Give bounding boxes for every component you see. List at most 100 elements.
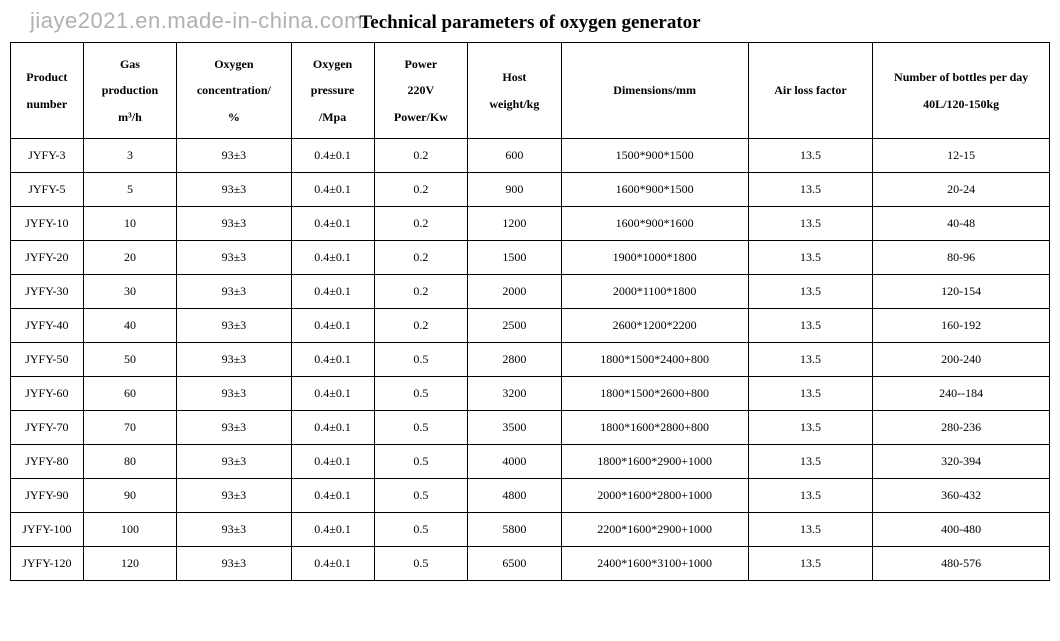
table-cell: JYFY-70 — [11, 411, 84, 445]
table-cell: 90 — [83, 479, 177, 513]
page-container: Technical parameters of oxygen generator… — [0, 0, 1060, 589]
table-cell: 0.2 — [374, 207, 468, 241]
column-header: Gasproductionm³/h — [83, 43, 177, 139]
table-cell: 1200 — [468, 207, 562, 241]
table-cell: 13.5 — [748, 445, 873, 479]
table-cell: 30 — [83, 275, 177, 309]
column-header: Number of bottles per day40L/120-150kg — [873, 43, 1050, 139]
table-cell: 3500 — [468, 411, 562, 445]
table-cell: 0.2 — [374, 309, 468, 343]
table-cell: 93±3 — [177, 139, 291, 173]
table-cell: 1500 — [468, 241, 562, 275]
column-header: Dimensions/mm — [561, 43, 748, 139]
table-cell: 600 — [468, 139, 562, 173]
table-cell: 13.5 — [748, 139, 873, 173]
table-cell: 4000 — [468, 445, 562, 479]
table-cell: 0.4±0.1 — [291, 445, 374, 479]
column-header: Oxygenpressure/Mpa — [291, 43, 374, 139]
table-cell: 2000*1600*2800+1000 — [561, 479, 748, 513]
table-cell: 0.4±0.1 — [291, 411, 374, 445]
table-cell: JYFY-50 — [11, 343, 84, 377]
table-cell: 5800 — [468, 513, 562, 547]
table-cell: 2800 — [468, 343, 562, 377]
table-cell: JYFY-80 — [11, 445, 84, 479]
table-cell: 3200 — [468, 377, 562, 411]
column-header: Power220VPower/Kw — [374, 43, 468, 139]
column-header: Hostweight/kg — [468, 43, 562, 139]
table-row: JYFY-101093±30.4±0.10.212001600*900*1600… — [11, 207, 1050, 241]
table-row: JYFY-10010093±30.4±0.10.558002200*1600*2… — [11, 513, 1050, 547]
table-cell: 200-240 — [873, 343, 1050, 377]
table-cell: 80 — [83, 445, 177, 479]
table-cell: 13.5 — [748, 207, 873, 241]
table-cell: JYFY-5 — [11, 173, 84, 207]
table-cell: 1800*1600*2900+1000 — [561, 445, 748, 479]
table-cell: 3 — [83, 139, 177, 173]
table-cell: 120-154 — [873, 275, 1050, 309]
table-cell: 13.5 — [748, 411, 873, 445]
table-cell: 0.5 — [374, 547, 468, 581]
table-cell: JYFY-120 — [11, 547, 84, 581]
table-cell: 360-432 — [873, 479, 1050, 513]
table-cell: 0.5 — [374, 513, 468, 547]
table-cell: JYFY-40 — [11, 309, 84, 343]
table-row: JYFY-303093±30.4±0.10.220002000*1100*180… — [11, 275, 1050, 309]
table-cell: 1900*1000*1800 — [561, 241, 748, 275]
table-row: JYFY-909093±30.4±0.10.548002000*1600*280… — [11, 479, 1050, 513]
table-cell: 93±3 — [177, 309, 291, 343]
table-cell: 1800*1500*2400+800 — [561, 343, 748, 377]
table-cell: 480-576 — [873, 547, 1050, 581]
table-cell: 20 — [83, 241, 177, 275]
table-cell: 93±3 — [177, 207, 291, 241]
table-cell: 13.5 — [748, 479, 873, 513]
table-row: JYFY-505093±30.4±0.10.528001800*1500*240… — [11, 343, 1050, 377]
table-cell: 13.5 — [748, 547, 873, 581]
table-row: JYFY-5593±30.4±0.10.29001600*900*150013.… — [11, 173, 1050, 207]
table-cell: 0.4±0.1 — [291, 275, 374, 309]
table-cell: 12-15 — [873, 139, 1050, 173]
table-cell: JYFY-90 — [11, 479, 84, 513]
page-title: Technical parameters of oxygen generator — [10, 8, 1050, 42]
table-row: JYFY-808093±30.4±0.10.540001800*1600*290… — [11, 445, 1050, 479]
table-cell: 13.5 — [748, 241, 873, 275]
table-cell: 2000*1100*1800 — [561, 275, 748, 309]
table-cell: 160-192 — [873, 309, 1050, 343]
table-cell: 93±3 — [177, 173, 291, 207]
spec-table: ProductnumberGasproductionm³/hOxygenconc… — [10, 42, 1050, 581]
table-cell: 0.4±0.1 — [291, 139, 374, 173]
table-cell: 100 — [83, 513, 177, 547]
column-header: Air loss factor — [748, 43, 873, 139]
table-cell: 2500 — [468, 309, 562, 343]
table-cell: 13.5 — [748, 377, 873, 411]
table-cell: 0.4±0.1 — [291, 343, 374, 377]
table-row: JYFY-12012093±30.4±0.10.565002400*1600*3… — [11, 547, 1050, 581]
table-cell: 2400*1600*3100+1000 — [561, 547, 748, 581]
table-cell: JYFY-3 — [11, 139, 84, 173]
table-cell: 70 — [83, 411, 177, 445]
table-cell: 0.5 — [374, 479, 468, 513]
table-cell: 900 — [468, 173, 562, 207]
table-cell: 0.4±0.1 — [291, 377, 374, 411]
table-cell: 40 — [83, 309, 177, 343]
table-cell: 93±3 — [177, 377, 291, 411]
table-cell: 0.5 — [374, 411, 468, 445]
table-row: JYFY-707093±30.4±0.10.535001800*1600*280… — [11, 411, 1050, 445]
table-cell: JYFY-100 — [11, 513, 84, 547]
table-cell: 13.5 — [748, 173, 873, 207]
table-cell: JYFY-30 — [11, 275, 84, 309]
table-cell: 0.2 — [374, 241, 468, 275]
table-cell: 93±3 — [177, 547, 291, 581]
table-cell: 4800 — [468, 479, 562, 513]
table-cell: 5 — [83, 173, 177, 207]
table-cell: 0.4±0.1 — [291, 513, 374, 547]
table-cell: 280-236 — [873, 411, 1050, 445]
table-cell: 10 — [83, 207, 177, 241]
table-cell: 0.4±0.1 — [291, 309, 374, 343]
table-cell: 93±3 — [177, 411, 291, 445]
table-cell: 13.5 — [748, 513, 873, 547]
table-cell: 60 — [83, 377, 177, 411]
table-cell: 0.5 — [374, 377, 468, 411]
table-cell: 0.4±0.1 — [291, 173, 374, 207]
table-cell: 13.5 — [748, 275, 873, 309]
table-cell: JYFY-20 — [11, 241, 84, 275]
